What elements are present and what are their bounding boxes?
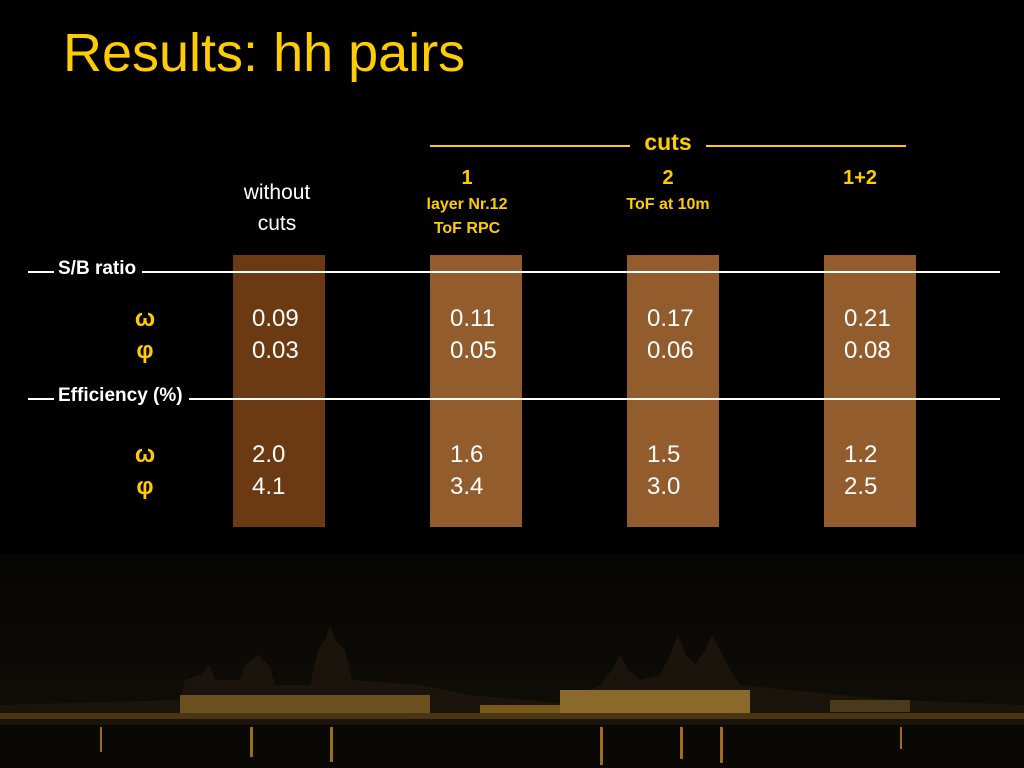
cuts-rule <box>706 145 906 147</box>
row-label: ω <box>134 305 156 332</box>
column-header: 2 <box>662 167 674 189</box>
section-rule <box>189 398 1000 400</box>
city-photo <box>0 555 1024 768</box>
column-detail: ToF RPC <box>433 220 501 237</box>
section-title: Efficiency (%) <box>58 385 187 407</box>
column-header: 1+2 <box>843 167 877 189</box>
cell-value: 0.17 <box>647 305 694 332</box>
cell-value: 3.4 <box>450 473 484 500</box>
section-title: S/B ratio <box>58 258 141 280</box>
cell-value: 4.1 <box>252 473 286 500</box>
cell-value: 0.09 <box>252 305 299 332</box>
cuts-rule <box>430 145 630 147</box>
column-detail: layer Nr.12 <box>426 196 508 213</box>
slide-title: Results: hh pairs <box>63 23 466 83</box>
column-band <box>824 255 916 527</box>
cuts-header: cuts <box>644 129 692 155</box>
row-label: φ <box>136 473 154 500</box>
cell-value: 0.05 <box>450 337 497 364</box>
column-header: without cuts <box>243 181 311 235</box>
row-label: φ <box>136 337 154 364</box>
cell-value: 2.0 <box>252 441 286 468</box>
section-rule <box>28 271 54 273</box>
cell-value: 0.11 <box>450 305 495 332</box>
section-rule <box>142 271 1000 273</box>
column-header: 1 <box>461 167 473 189</box>
cell-value: 3.0 <box>647 473 681 500</box>
section-rule <box>28 398 54 400</box>
column-band <box>233 255 325 527</box>
cell-value: 1.2 <box>844 441 878 468</box>
column-detail: ToF at 10m <box>626 196 710 213</box>
row-label: ω <box>134 441 156 468</box>
column-band <box>430 255 522 527</box>
column-band <box>627 255 719 527</box>
cell-value: 0.08 <box>844 337 891 364</box>
cell-value: 1.6 <box>450 441 484 468</box>
cell-value: 2.5 <box>844 473 878 500</box>
cell-value: 1.5 <box>647 441 681 468</box>
cell-value: 0.03 <box>252 337 299 364</box>
cell-value: 0.21 <box>844 305 891 332</box>
cell-value: 0.06 <box>647 337 694 364</box>
